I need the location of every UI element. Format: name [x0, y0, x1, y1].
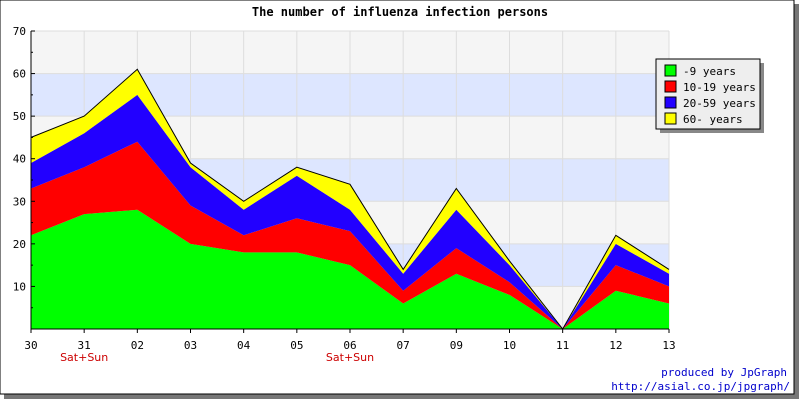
area-10-19-years: [31, 141, 669, 329]
area-series: [30, 68, 670, 330]
y-tick-labels: 10 20 30 40 50 60 70: [13, 25, 26, 293]
chart-title: The number of influenza infection person…: [252, 5, 548, 19]
x-tick-labels: 30 31 02 03 04 05 06 07 09 10 11 12 13: [24, 339, 675, 352]
x-tick-label: 12: [609, 339, 622, 352]
legend-label: 10-19 years: [683, 81, 756, 94]
weekend-label: Sat+Sun: [326, 351, 374, 364]
y-tick-label: 70: [13, 25, 26, 38]
legend-swatch: [664, 80, 677, 93]
y-tick-label: 40: [13, 153, 26, 166]
x-tick-label: 31: [78, 339, 91, 352]
x-tick-label: 05: [290, 339, 303, 352]
footer-credit: produced by JpGraph: [661, 366, 787, 379]
axes: [30, 30, 670, 333]
legend-swatch: [664, 96, 677, 109]
x-tick-label: 13: [662, 339, 675, 352]
legend-swatch: [664, 112, 677, 125]
x-tick-label: 10: [503, 339, 516, 352]
x-tick-label: 09: [450, 339, 463, 352]
y-tick-label: 20: [13, 238, 26, 251]
area--9-years: [31, 209, 669, 329]
x-tick-label: 03: [184, 339, 197, 352]
y-tick-label: 10: [13, 280, 26, 293]
weekend-labels: Sat+Sun Sat+Sun: [60, 351, 374, 364]
footer-url[interactable]: http://asial.co.jp/jpgraph/: [611, 380, 790, 393]
weekend-label: Sat+Sun: [60, 351, 108, 364]
legend-label: 20-59 years: [683, 97, 756, 110]
y-tick-label: 60: [13, 68, 26, 81]
x-tick-label: 04: [237, 339, 251, 352]
area-60-years: [31, 69, 669, 330]
legend-label: -9 years: [683, 65, 736, 78]
legend: -9 years 10-19 years 20-59 years 60- years: [655, 58, 764, 133]
legend-swatch: [664, 64, 677, 77]
x-tick-label: 30: [24, 339, 37, 352]
x-tick-label: 02: [131, 339, 144, 352]
area-20-59-years: [31, 94, 669, 330]
y-tick-label: 30: [13, 195, 26, 208]
y-tick-label: 50: [13, 110, 26, 123]
x-tick-label: 11: [556, 339, 569, 352]
legend-label: 60- years: [683, 113, 743, 126]
x-tick-label: 07: [397, 339, 410, 352]
x-tick-label: 06: [343, 339, 356, 352]
